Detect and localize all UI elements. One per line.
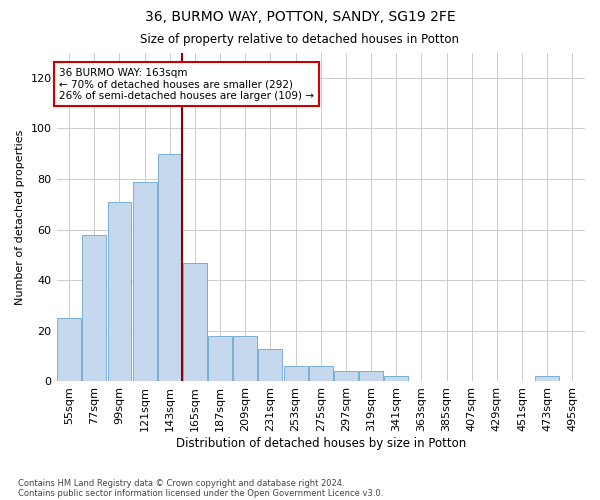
Bar: [208, 336, 232, 382]
Bar: [284, 366, 308, 382]
Bar: [259, 348, 283, 382]
Text: 36, BURMO WAY, POTTON, SANDY, SG19 2FE: 36, BURMO WAY, POTTON, SANDY, SG19 2FE: [145, 10, 455, 24]
Bar: [359, 372, 383, 382]
Bar: [107, 202, 131, 382]
X-axis label: Distribution of detached houses by size in Potton: Distribution of detached houses by size …: [176, 437, 466, 450]
Text: Contains public sector information licensed under the Open Government Licence v3: Contains public sector information licen…: [18, 488, 383, 498]
Text: Contains HM Land Registry data © Crown copyright and database right 2024.: Contains HM Land Registry data © Crown c…: [18, 478, 344, 488]
Bar: [385, 376, 408, 382]
Bar: [233, 336, 257, 382]
Bar: [57, 318, 81, 382]
Bar: [183, 262, 207, 382]
Text: Size of property relative to detached houses in Potton: Size of property relative to detached ho…: [140, 32, 460, 46]
Bar: [334, 372, 358, 382]
Bar: [158, 154, 182, 382]
Bar: [535, 376, 559, 382]
Text: 36 BURMO WAY: 163sqm
← 70% of detached houses are smaller (292)
26% of semi-deta: 36 BURMO WAY: 163sqm ← 70% of detached h…: [59, 68, 314, 101]
Bar: [82, 234, 106, 382]
Bar: [133, 182, 157, 382]
Bar: [309, 366, 333, 382]
Y-axis label: Number of detached properties: Number of detached properties: [15, 130, 25, 304]
